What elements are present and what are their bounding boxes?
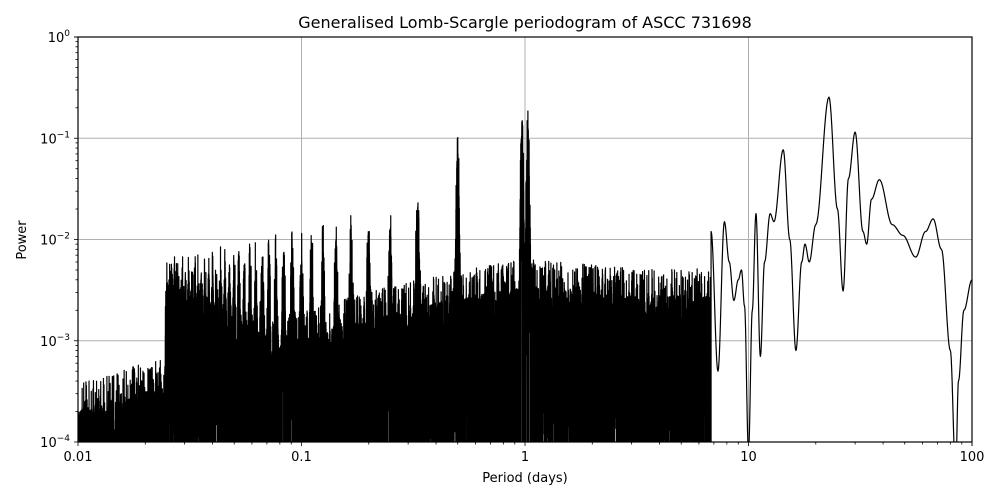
y-tick-label: 10−1 bbox=[40, 130, 70, 147]
y-axis-label: Power bbox=[15, 220, 30, 260]
chart-title: Generalised Lomb-Scargle periodogram of … bbox=[298, 13, 752, 32]
y-tick-label: 10−2 bbox=[40, 232, 70, 249]
y-tick-label: 10−3 bbox=[40, 333, 70, 350]
x-tick-label: 10 bbox=[740, 450, 757, 465]
x-tick-label: 0.1 bbox=[291, 450, 312, 465]
power-series-line bbox=[78, 96, 972, 442]
power-line bbox=[78, 96, 972, 442]
x-axis-ticks: 0.01 0.1 1 10 100 bbox=[64, 442, 985, 465]
x-tick-label: 100 bbox=[960, 450, 985, 465]
y-tick-label: 10−4 bbox=[40, 434, 70, 451]
x-tick-label: 1 bbox=[521, 450, 529, 465]
x-axis-label: Period (days) bbox=[482, 471, 568, 486]
y-tick-label: 100 bbox=[48, 29, 71, 46]
x-tick-label: 0.01 bbox=[64, 450, 93, 465]
y-axis-ticks: 10−4 10−3 10−2 10−1 100 bbox=[40, 29, 78, 451]
